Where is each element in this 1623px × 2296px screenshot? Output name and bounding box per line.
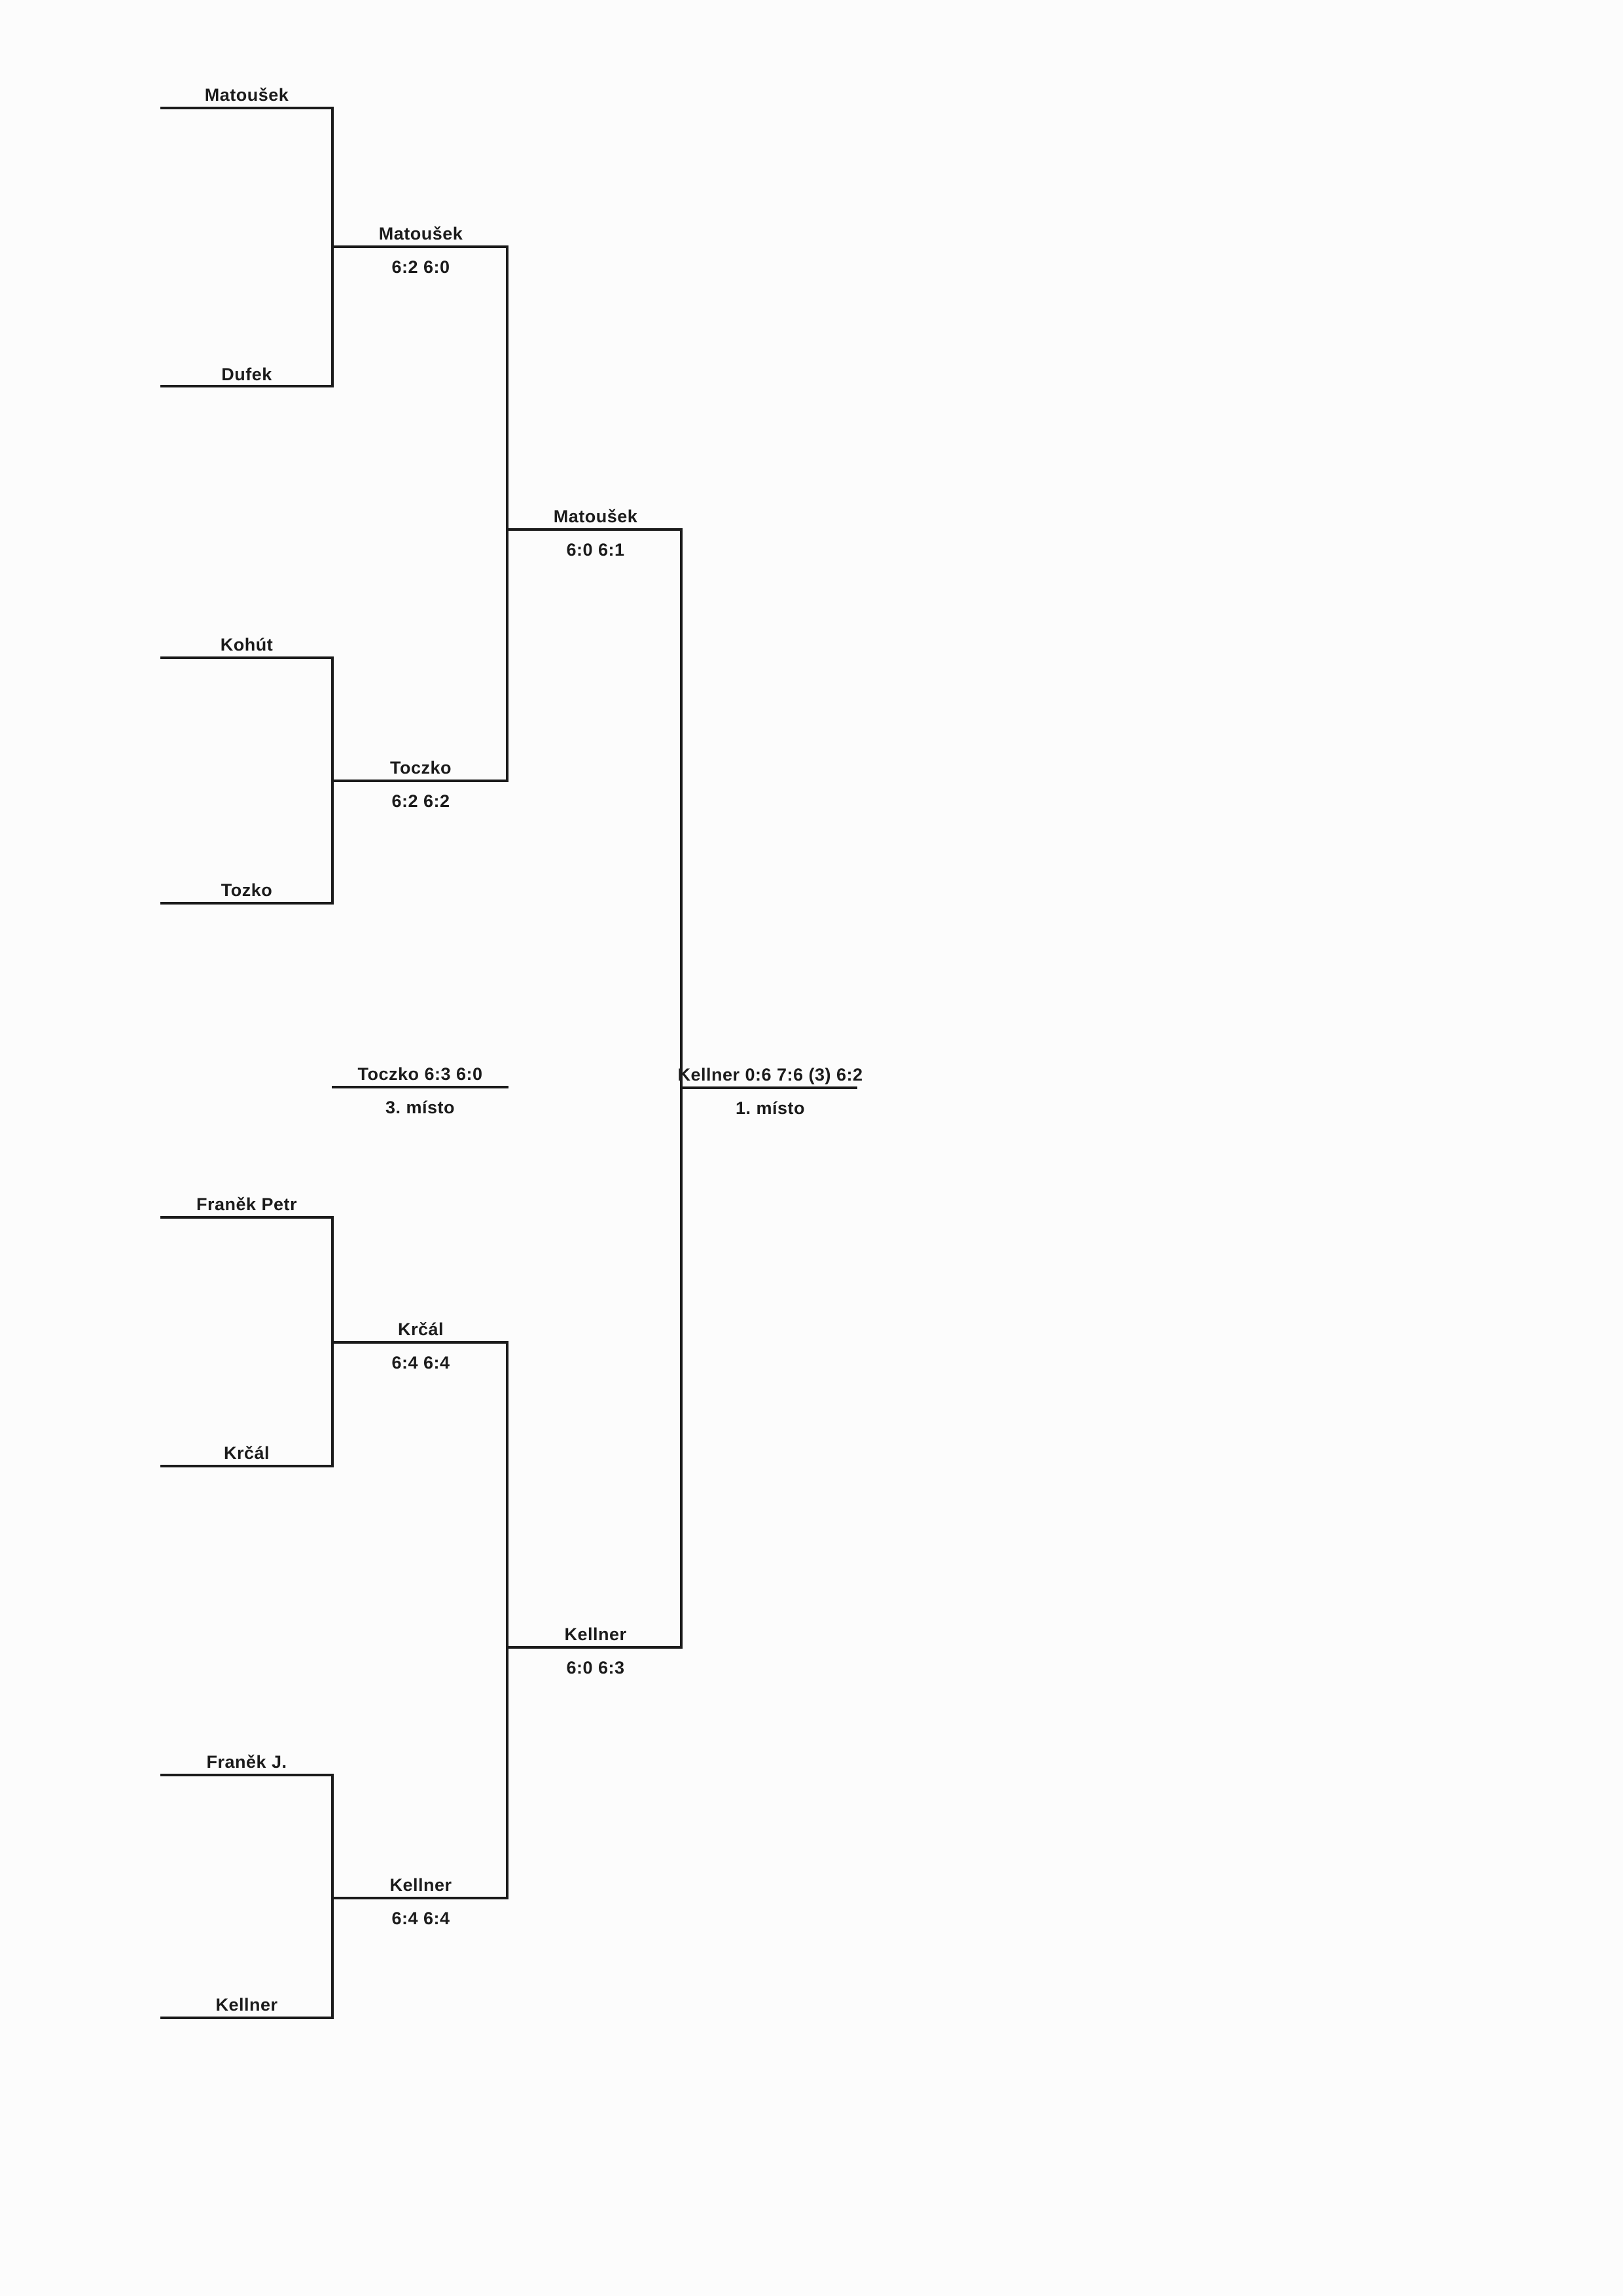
- final-line: [683, 1086, 857, 1089]
- bracket-line-player-top: [160, 1774, 334, 1776]
- bracket-line-player-bottom: [160, 2017, 334, 2019]
- bracket-line-player-bottom: [160, 385, 334, 387]
- bracket-connector-line: [506, 1341, 508, 1899]
- winner-name: Matoušek: [378, 224, 463, 243]
- bracket-connector-line: [680, 528, 683, 1649]
- match-score: 6:4 6:4: [391, 1353, 450, 1372]
- match-score: 6:0 6:3: [566, 1658, 625, 1677]
- bracket-connector-line: [331, 1774, 334, 2019]
- bracket-line-player-top: [160, 1216, 334, 1219]
- winner-name: Toczko: [389, 758, 452, 778]
- bracket-connector-line: [506, 245, 508, 782]
- player-name-bottom: Krčál: [223, 1443, 270, 1463]
- third-place-line: [332, 1086, 508, 1088]
- bracket-connector-line: [331, 1216, 334, 1467]
- match-score: 6:0 6:1: [566, 540, 625, 560]
- player-name-top: Kohút: [220, 635, 274, 655]
- bracket-line-winner: [508, 528, 683, 531]
- player-name-bottom: Dufek: [221, 365, 272, 384]
- bracket-line-winner: [334, 780, 508, 782]
- winner-name: Krčál: [397, 1319, 444, 1339]
- bracket-connector-line: [331, 656, 334, 905]
- bracket-connector-line: [331, 107, 334, 387]
- player-name-top: Franěk Petr: [196, 1194, 298, 1214]
- final-place-label: 1. místo: [735, 1098, 806, 1118]
- bracket-line-winner: [334, 1897, 508, 1899]
- winner-name: Matoušek: [553, 507, 638, 526]
- winner-name: Kellner: [389, 1875, 452, 1895]
- match-score: 6:2 6:0: [391, 257, 450, 277]
- bracket-line-winner: [334, 1341, 508, 1344]
- match-score: 6:2 6:2: [391, 791, 450, 811]
- third-place-result: Toczko 6:3 6:0: [357, 1064, 483, 1084]
- bracket-line-winner: [334, 245, 508, 248]
- player-name-bottom: Tozko: [221, 880, 273, 900]
- bracket-line-player-top: [160, 107, 334, 109]
- bracket-line-player-bottom: [160, 902, 334, 905]
- match-score: 6:4 6:4: [391, 1909, 450, 1928]
- winner-name: Kellner: [564, 1624, 627, 1644]
- bracket-line-winner: [508, 1646, 683, 1649]
- bracket-line-player-bottom: [160, 1465, 334, 1467]
- player-name-top: Franěk J.: [206, 1752, 287, 1772]
- third-place-label: 3. místo: [385, 1098, 455, 1117]
- final-result: Kellner 0:6 7:6 (3) 6:2: [677, 1065, 863, 1085]
- player-name-bottom: Kellner: [215, 1995, 278, 2015]
- player-name-top: Matoušek: [204, 85, 289, 105]
- bracket-line-player-top: [160, 656, 334, 659]
